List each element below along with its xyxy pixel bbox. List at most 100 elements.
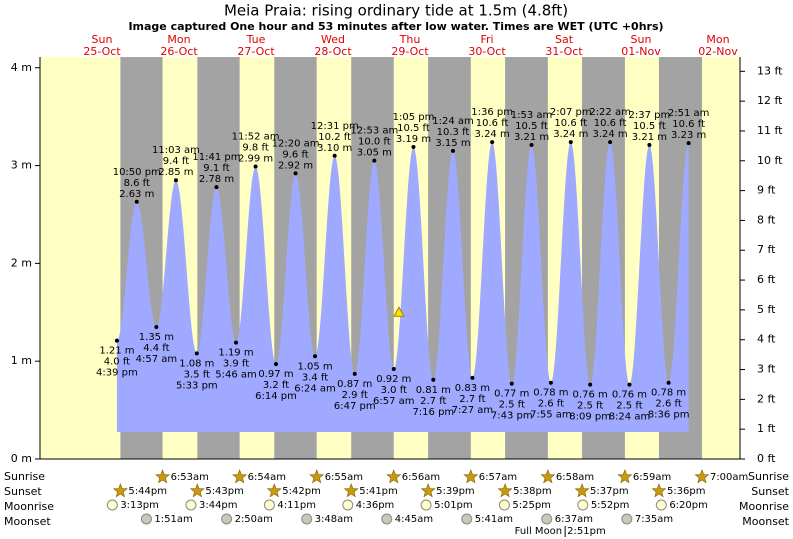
tide-point: [411, 144, 416, 149]
tide-height-m: 1.05 m: [297, 361, 332, 372]
tide-height-ft: 2.5 ft: [616, 401, 642, 412]
tide-time: 8:24 am: [609, 412, 651, 423]
moonset-icon: [541, 513, 553, 525]
tide-point: [332, 153, 337, 158]
tide-point: [391, 367, 396, 372]
y-tick-label: 0 m: [11, 452, 32, 465]
tide-point: [568, 140, 573, 145]
tide-height-m: 3.19 m: [396, 134, 431, 145]
row-label: Sunrise: [748, 470, 789, 483]
sunset-time: 5:43pm: [205, 486, 244, 497]
tide-time: 7:27 am: [452, 405, 494, 416]
sunset-time: 5:42pm: [282, 486, 321, 497]
row-label: Moonrise: [4, 500, 54, 513]
moonset-icon: [381, 513, 393, 525]
tide-height-m: 3.21 m: [514, 132, 549, 143]
sunrise-time: 6:53am: [171, 472, 209, 483]
sunrise-time: 6:58am: [556, 472, 594, 483]
tide-time: 2:51 am: [668, 108, 710, 119]
sunset-icon: [112, 483, 128, 498]
sunset-icon: [343, 483, 359, 498]
tide-time: 6:57 am: [373, 396, 415, 407]
sunset-time: 5:41pm: [359, 486, 398, 497]
sunrise-icon: [232, 469, 248, 484]
moonrise-icon: [106, 499, 118, 511]
tide-height-m: 1.35 m: [139, 332, 174, 343]
tide-height-ft: 10.5 ft: [397, 123, 430, 134]
sunrise-time: 6:59am: [633, 472, 671, 483]
tide-time: 7:43 pm: [491, 411, 533, 422]
sunrise-time: 7:00am: [710, 472, 748, 483]
tide-time: 12:20 am: [272, 138, 320, 149]
tide-height-ft: 9.4 ft: [163, 156, 189, 167]
day-name: Wed: [321, 33, 345, 46]
y2-tick-label: 5 ft: [757, 303, 776, 316]
tide-height-m: 3.24 m: [592, 129, 627, 140]
tide-height-ft: 2.5 ft: [577, 401, 603, 412]
tide-time: 6:47 pm: [334, 401, 376, 412]
tide-height-m: 1.08 m: [179, 358, 214, 369]
tide-time: 4:57 am: [136, 354, 178, 365]
moonrise-time: 4:36pm: [356, 500, 395, 511]
sunrise-time: 6:56am: [402, 472, 440, 483]
tide-point: [666, 380, 671, 385]
tide-point: [647, 143, 652, 148]
moonset-time: 5:41am: [475, 514, 513, 525]
tide-area: [116, 142, 689, 432]
y2-tick-label: 0 ft: [757, 452, 776, 465]
sunrise-icon: [540, 469, 556, 484]
day-name: Sun: [92, 33, 113, 46]
sunset-icon: [266, 483, 282, 498]
sunset-time: 5:37pm: [590, 486, 629, 497]
sunrise-time: 6:54am: [248, 472, 286, 483]
tide-point: [588, 382, 593, 387]
tide-height-m: 3.24 m: [553, 129, 588, 140]
moonrise-time: 6:20pm: [669, 500, 708, 511]
tide-height-m: 3.23 m: [671, 130, 706, 141]
y2-tick-label: 4 ft: [757, 333, 776, 346]
tide-point: [253, 164, 258, 169]
moonrise-time: 4:11pm: [277, 500, 316, 511]
tide-height-ft: 2.6 ft: [538, 399, 564, 410]
tide-time: 7:16 pm: [412, 407, 454, 418]
tide-height-ft: 3.2 ft: [263, 380, 289, 391]
tide-time: 5:33 pm: [176, 380, 218, 391]
day-date: 25-Oct: [83, 45, 121, 58]
tide-height-m: 1.21 m: [99, 346, 134, 357]
sunset-icon: [420, 483, 436, 498]
tide-time: 8:36 pm: [648, 410, 690, 421]
tide-point: [509, 381, 514, 386]
sunrise-time: 6:57am: [479, 472, 517, 483]
y2-tick-label: 12 ft: [757, 94, 783, 107]
moonrise-icon: [342, 499, 354, 511]
y2-tick-label: 11 ft: [757, 124, 783, 137]
tide-height-m: 0.97 m: [258, 369, 293, 380]
day-date: 01-Nov: [621, 45, 661, 58]
tide-height-ft: 10.6 ft: [476, 118, 509, 129]
y-tick-label: 4 m: [11, 61, 32, 74]
tide-height-ft: 3.0 ft: [381, 385, 407, 396]
row-label: Moonset: [742, 515, 789, 528]
tide-height-m: 2.99 m: [238, 154, 273, 165]
moonset-icon: [140, 513, 152, 525]
row-label: Moonset: [4, 515, 51, 528]
sunset-icon: [497, 483, 513, 498]
moonset-time: 2:50am: [235, 514, 273, 525]
moonrise-icon: [263, 499, 275, 511]
tide-height-m: 3.15 m: [435, 138, 470, 149]
moonrise-time: 5:25pm: [512, 500, 551, 511]
sunrise-icon: [155, 469, 171, 484]
full-moon-time: 2:51pm: [567, 526, 606, 537]
tide-time: 5:46 am: [215, 370, 257, 381]
tide-point: [214, 185, 219, 190]
tide-height-m: 0.87 m: [337, 379, 372, 390]
tide-time: 2:37 pm: [629, 110, 671, 121]
sunset-icon: [574, 483, 590, 498]
y-tick-label: 2 m: [11, 256, 32, 269]
tide-time: 11:52 am: [232, 132, 280, 143]
moonset-icon: [301, 513, 313, 525]
tide-point: [686, 141, 691, 146]
tide-point: [627, 382, 632, 387]
tide-point: [273, 362, 278, 367]
